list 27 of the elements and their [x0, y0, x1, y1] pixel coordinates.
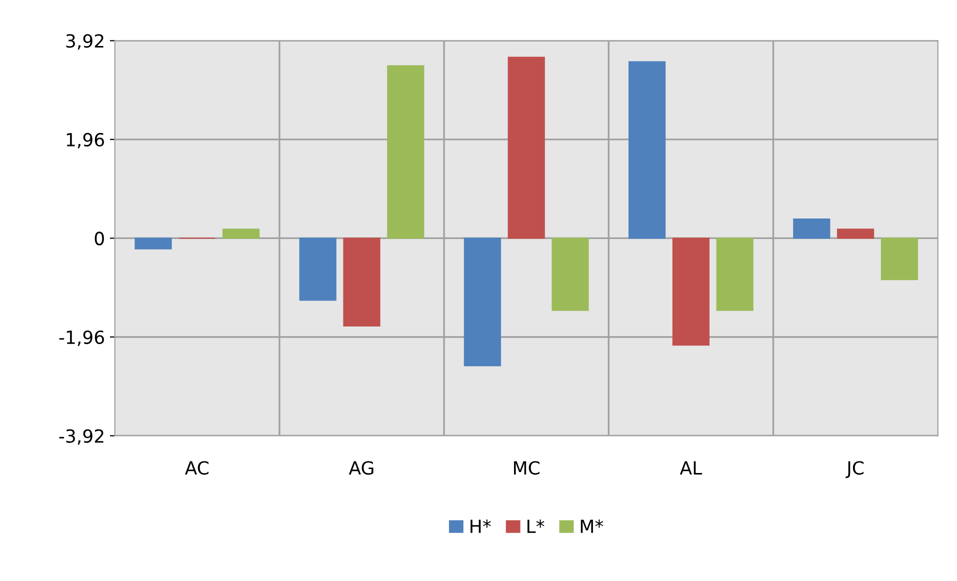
- y-tick-label: 1,96: [66, 132, 104, 148]
- bar: [552, 238, 589, 311]
- bar: [222, 228, 260, 239]
- legend-label: L*: [528, 519, 544, 533]
- y-tick-label: 3,92: [66, 34, 104, 50]
- bar: [134, 238, 172, 250]
- bar: [837, 228, 874, 239]
- bar: [343, 238, 380, 326]
- bar: [628, 61, 666, 239]
- bar: [464, 238, 502, 366]
- x-tick-label: AL: [680, 461, 702, 474]
- y-tick-label: -1,96: [59, 330, 104, 346]
- bar: [880, 238, 918, 280]
- y-tick-label: 0: [94, 232, 104, 246]
- legend-label: M*: [580, 519, 604, 533]
- bar: [716, 238, 754, 311]
- x-tick-label: JC: [846, 461, 864, 478]
- x-tick-label: MC: [514, 461, 540, 475]
- y-tick-label: -3,92: [59, 429, 104, 445]
- bar: [387, 65, 424, 239]
- bar: [299, 238, 336, 301]
- legend-label: H*: [470, 519, 491, 533]
- bar: [672, 238, 710, 346]
- bar: [793, 218, 830, 239]
- bar: [508, 56, 545, 239]
- x-tick-label: AC: [184, 461, 208, 475]
- x-tick-label: AG: [348, 461, 374, 475]
